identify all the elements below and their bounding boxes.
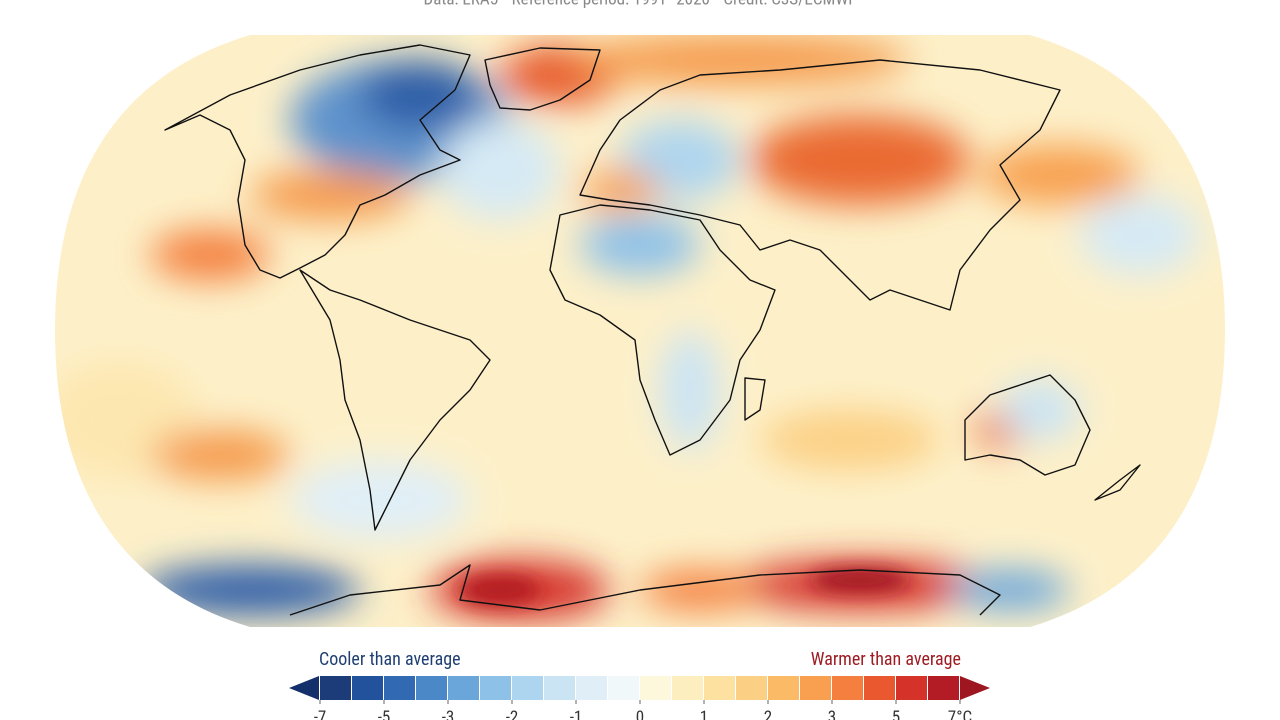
colorbar-box (672, 676, 703, 700)
coastlines (164, 44, 1141, 616)
colorbar-box (704, 676, 735, 700)
colorbar-tick-label: 2 (764, 707, 772, 720)
colorbar-box (608, 676, 639, 700)
colorbar-box (832, 676, 863, 700)
anomaly-map (55, 35, 1225, 627)
colorbar-tick-label: 7°C (948, 707, 972, 720)
colorbar-box (480, 676, 511, 700)
colorbar-box (928, 676, 959, 700)
colorbar-box (800, 676, 831, 700)
colorbar-tick-label: -5 (378, 707, 391, 720)
colorbar-box (352, 676, 383, 700)
colorbar-box (512, 676, 543, 700)
colorbar-box (576, 676, 607, 700)
colorbar-box (768, 676, 799, 700)
credit: Data: ERA5 • Reference period: 1991–2020… (424, 0, 857, 9)
colorbar-tick-label: -1 (570, 707, 583, 720)
colorbar-box (320, 676, 351, 700)
colorbar-tick-label: 3 (828, 707, 836, 720)
colorbar-box (736, 676, 767, 700)
colorbar-tick-label: -2 (506, 707, 519, 720)
colorbar-tick-label: -7 (314, 707, 327, 720)
colorbar-tick-label: 1 (700, 707, 708, 720)
colorbar-box (416, 676, 447, 700)
colorbar-box (864, 676, 895, 700)
colorbar: -7 -5 -3 -2 -1 0 1 2 3 5 7°C (289, 676, 990, 720)
colorbar-box (640, 676, 671, 700)
colorbar-tick-label: 5 (892, 707, 900, 720)
warmer-label: Warmer than average (811, 649, 961, 670)
colorbar-tick-label: -3 (442, 707, 455, 720)
colorbar-tick-label: 0 (636, 707, 644, 720)
colorbar-box (896, 676, 927, 700)
colorbar-box (544, 676, 575, 700)
colorbar-box (448, 676, 479, 700)
cooler-label: Cooler than average (319, 649, 461, 670)
under-arrow (289, 676, 319, 700)
colorbar-box (384, 676, 415, 700)
over-arrow (960, 676, 990, 700)
